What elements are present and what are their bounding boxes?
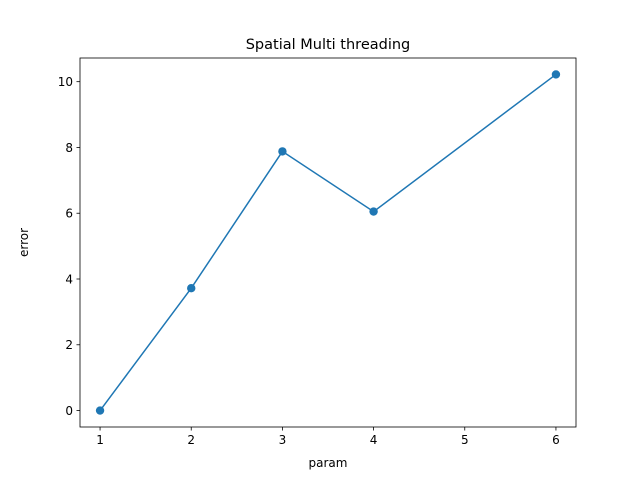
x-tick-label: 3 [279, 433, 287, 447]
y-tick-label: 8 [65, 141, 73, 155]
x-tick-label: 1 [96, 433, 104, 447]
x-tick-label: 6 [552, 433, 560, 447]
plot-frame [79, 57, 577, 428]
plot-area: 1 2 3 4 5 6 0 2 4 6 8 10 [58, 57, 577, 447]
series-points [95, 70, 561, 415]
y-tick-label: 0 [65, 404, 73, 418]
series-line [99, 73, 557, 412]
y-axis: 0 2 4 6 8 10 [58, 75, 80, 418]
y-tick-label: 10 [58, 75, 73, 89]
data-point [551, 70, 561, 79]
y-axis-label: error [17, 228, 31, 257]
data-point [187, 284, 196, 293]
y-tick-label: 6 [65, 207, 73, 221]
data-point [369, 207, 378, 216]
x-axis: 1 2 3 4 5 6 [96, 427, 560, 447]
x-tick-label: 4 [370, 433, 378, 447]
data-point [278, 147, 287, 156]
y-tick-label: 2 [65, 338, 73, 352]
x-axis-label: param [309, 456, 348, 470]
data-point [95, 406, 105, 415]
y-tick-label: 4 [65, 272, 73, 286]
x-tick-label: 2 [187, 433, 195, 447]
x-tick-label: 5 [461, 433, 469, 447]
chart-title: Spatial Multi threading [246, 37, 411, 53]
